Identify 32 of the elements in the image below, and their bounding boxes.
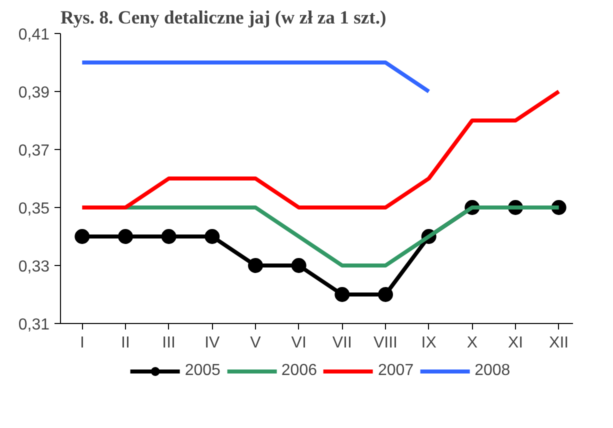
x-tick-label: VIII xyxy=(373,334,398,352)
y-tick-label: 0,39 xyxy=(18,84,50,102)
chart-title: Rys. 8. Ceny detaliczne jaj (w zł za 1 szt.) xyxy=(60,8,386,28)
x-tick-label: II xyxy=(121,334,130,352)
y-tick-label: 0,31 xyxy=(18,316,50,334)
point xyxy=(118,229,133,244)
legend-label: 2008 xyxy=(474,362,510,380)
x-tick-label: X xyxy=(466,334,478,352)
x-tick-label: VII xyxy=(332,334,352,352)
point xyxy=(291,258,306,273)
point xyxy=(378,287,393,302)
point xyxy=(248,258,263,273)
point xyxy=(204,229,220,244)
y-tick-label: 0,41 xyxy=(18,26,50,44)
x-tick-label: V xyxy=(250,334,262,352)
y-tick-label: 0,35 xyxy=(18,200,50,218)
x-tick-label: IX xyxy=(421,334,437,352)
y-tick-label: 0,37 xyxy=(18,142,50,160)
x-tick-label: VI xyxy=(291,334,306,352)
x-tick-label: XII xyxy=(549,334,569,352)
line-series xyxy=(80,90,561,210)
x-tick-label: I xyxy=(80,334,84,352)
legend-label: 2007 xyxy=(378,362,414,380)
legend-label: 2006 xyxy=(281,362,317,380)
x-tick-label: XI xyxy=(508,334,524,352)
x-tick-label: IV xyxy=(204,334,220,352)
legend-label: 2005 xyxy=(184,362,220,380)
point xyxy=(74,229,90,244)
point xyxy=(334,287,350,302)
y-tick-label: 0,33 xyxy=(18,258,50,276)
x-tick-label: III xyxy=(162,334,176,352)
point xyxy=(161,229,176,244)
